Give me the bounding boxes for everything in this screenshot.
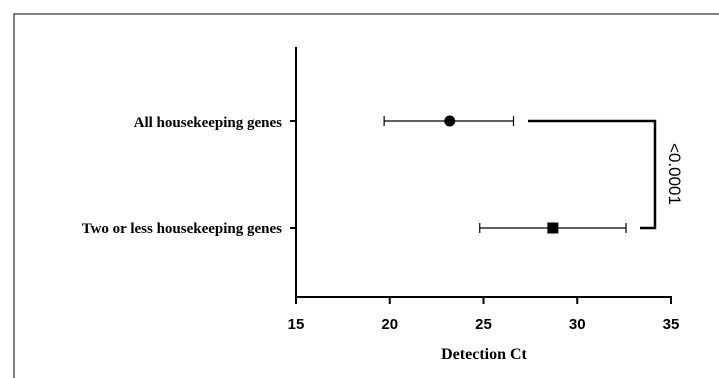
x-tick-label-25: 25: [475, 316, 492, 333]
significance-bracket: [528, 119, 657, 230]
image-border: [13, 13, 719, 378]
data-point-0: [444, 115, 456, 127]
category-label-two-or-less: Two or less housekeeping genes: [82, 221, 282, 237]
x-tick-label-15: 15: [288, 316, 305, 333]
p-value-label: <0.0001: [665, 143, 684, 205]
x-tick-label-20: 20: [381, 316, 398, 333]
data-point-1: [547, 222, 559, 234]
x-tick-label-35: 35: [663, 316, 680, 333]
category-label-all: All housekeeping genes: [134, 115, 283, 131]
plot-area: 15 20 25 30 35: [288, 47, 680, 333]
x-axis-title: Detection Ct: [441, 346, 527, 363]
x-tick-label-30: 30: [569, 316, 586, 333]
